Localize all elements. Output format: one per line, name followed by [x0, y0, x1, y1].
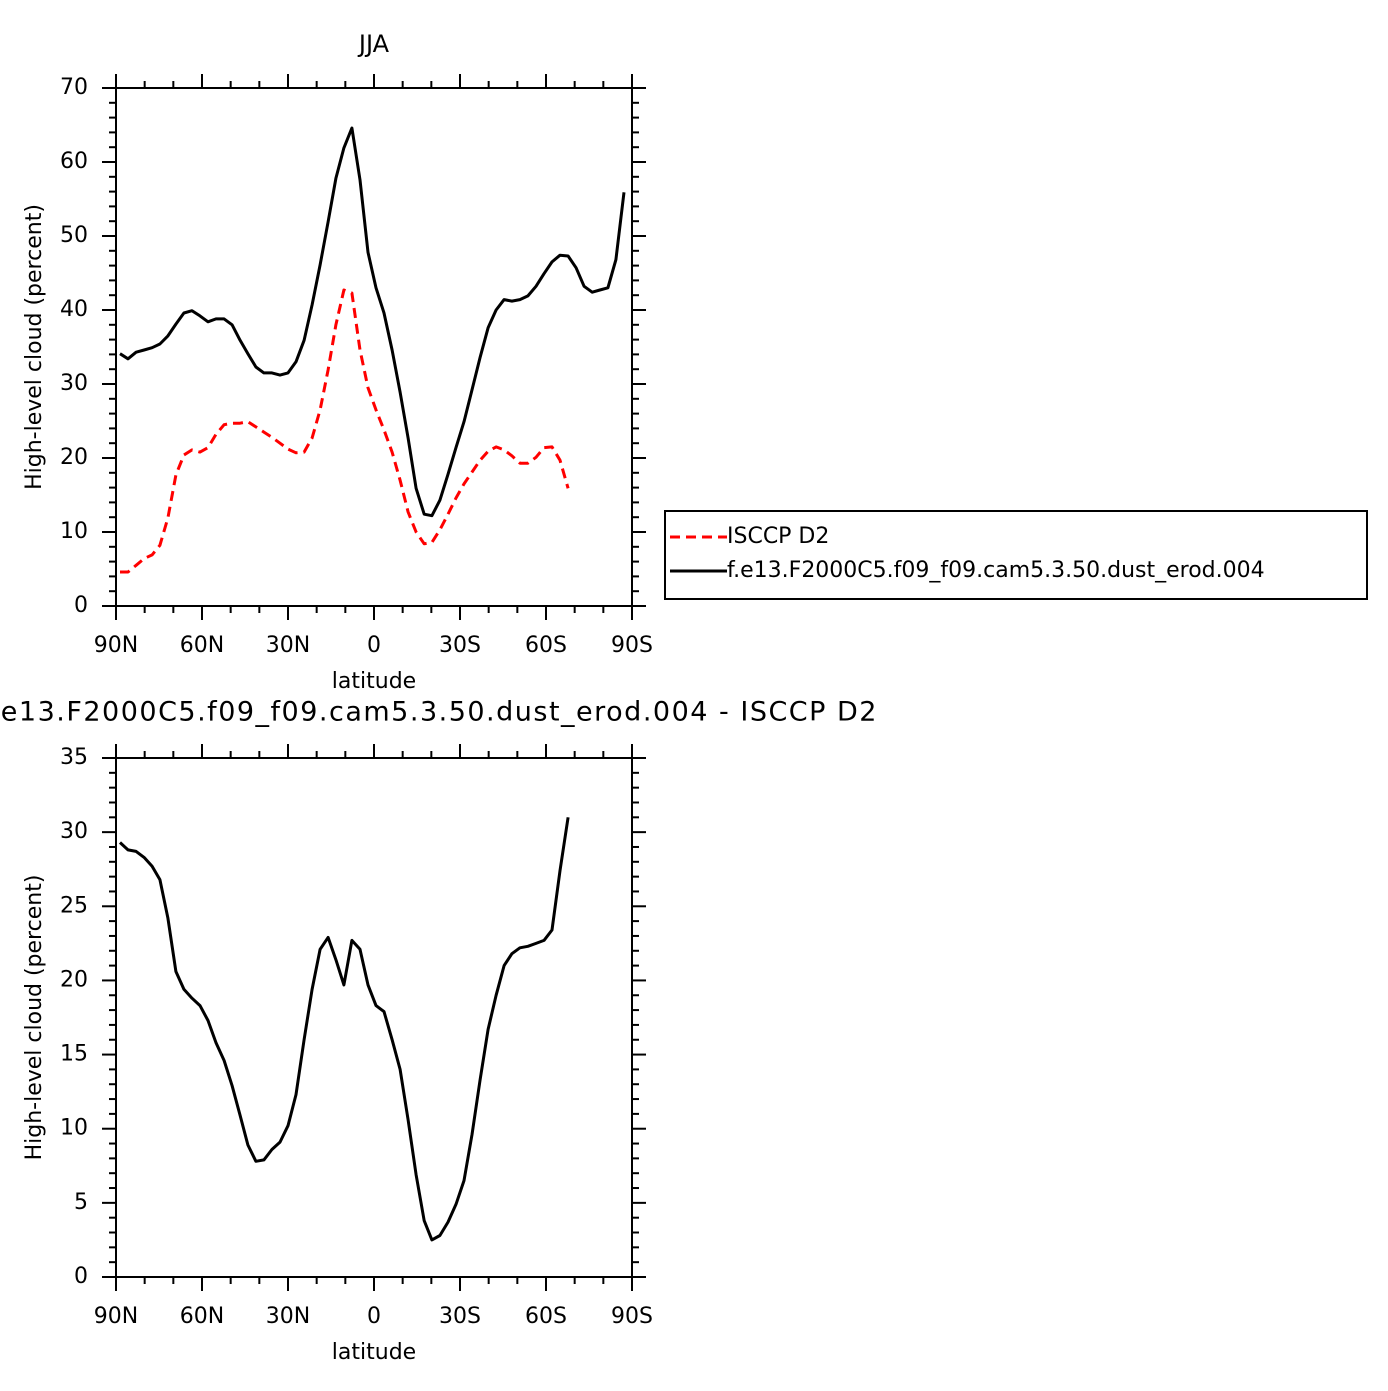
y-tick-label: 10 [60, 1116, 88, 1141]
legend-box [664, 510, 1368, 600]
x-tick-label: 30S [439, 633, 481, 658]
y-tick-label: 25 [60, 893, 88, 918]
x-tick-label: 60S [525, 633, 567, 658]
y-tick-label: 0 [74, 1264, 88, 1289]
x-axis-label: latitude [332, 669, 416, 694]
x-tick-label: 0 [367, 1304, 381, 1329]
y-tick-label: 10 [60, 519, 88, 544]
y-tick-label: 15 [60, 1042, 88, 1067]
x-tick-label: 90N [94, 633, 138, 658]
x-tick-label: 90S [611, 1304, 653, 1329]
chart-title: f.e13.F2000C5.f09_f09.cam5.3.50.dust_ero… [0, 697, 878, 728]
y-tick-label: 30 [60, 819, 88, 844]
y-axis-label: High-level cloud (percent) [22, 875, 47, 1161]
data-line [118, 817, 570, 1242]
y-tick-label: 35 [60, 745, 88, 770]
x-tick-label: 60N [180, 633, 224, 658]
y-axis-label: High-level cloud (percent) [22, 204, 47, 490]
plot-frame [115, 87, 633, 607]
y-tick-label: 20 [60, 445, 88, 470]
x-tick-label: 60N [180, 1304, 224, 1329]
y-tick-label: 0 [74, 593, 88, 618]
y-tick-label: 30 [60, 371, 88, 396]
y-tick-label: 60 [60, 149, 88, 174]
x-tick-label: 90S [611, 633, 653, 658]
data-line [120, 288, 570, 574]
x-tick-label: 90N [94, 1304, 138, 1329]
x-tick-label: 0 [367, 633, 381, 658]
y-tick-label: 5 [74, 1190, 88, 1215]
legend-label: f.e13.F2000C5.f09_f09.cam5.3.50.dust_ero… [727, 558, 1265, 583]
data-line [119, 126, 626, 518]
x-tick-label: 60S [525, 1304, 567, 1329]
x-tick-label: 30N [266, 1304, 310, 1329]
y-tick-label: 40 [60, 297, 88, 322]
y-tick-label: 50 [60, 223, 88, 248]
y-tick-label: 70 [60, 75, 88, 100]
legend-label: ISCCP D2 [727, 524, 829, 549]
x-tick-label: 30N [266, 633, 310, 658]
x-axis-label: latitude [332, 1340, 416, 1365]
plot-frame [115, 757, 633, 1278]
y-tick-label: 20 [60, 967, 88, 992]
chart-title: JJA [357, 30, 390, 58]
x-tick-label: 30S [439, 1304, 481, 1329]
